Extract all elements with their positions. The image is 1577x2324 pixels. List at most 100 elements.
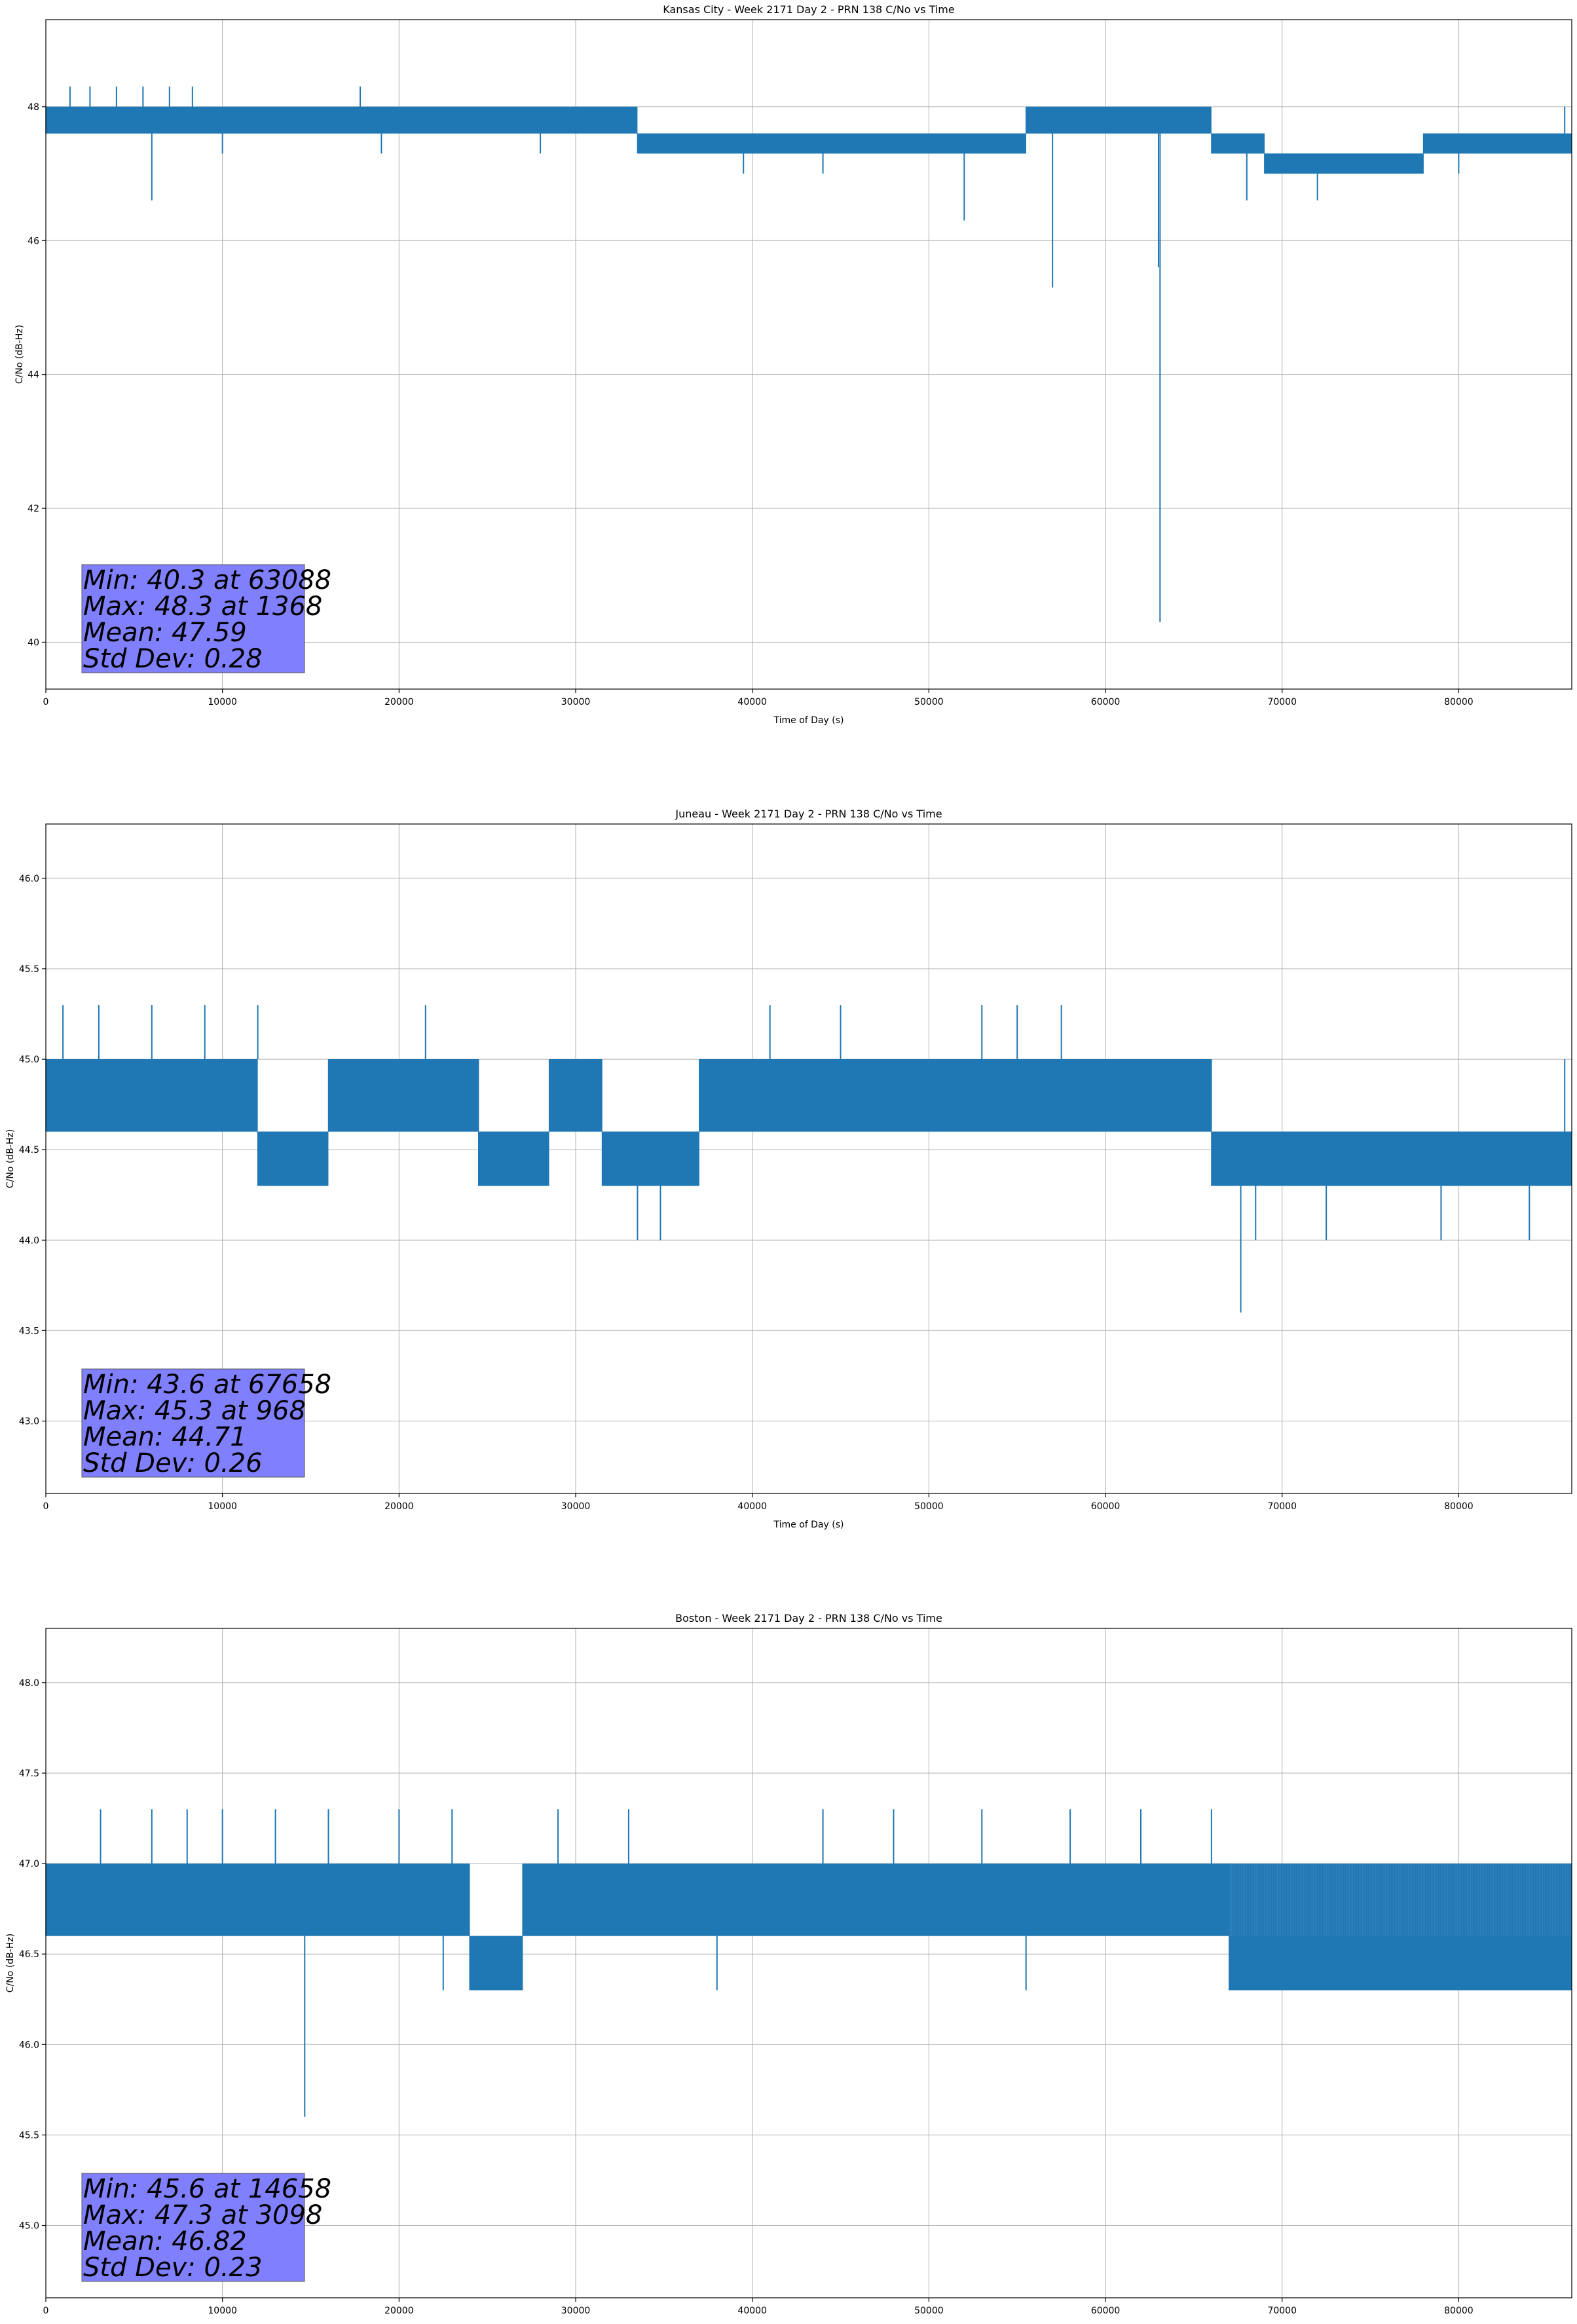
- data-band: [45, 1864, 470, 1936]
- x-tick-label: 80000: [1444, 697, 1474, 707]
- x-tick-label: 80000: [1444, 2306, 1474, 2316]
- data-series: [45, 1059, 1572, 1186]
- x-tick-label: 60000: [1091, 1501, 1121, 1512]
- data-band: [1422, 133, 1572, 154]
- y-tick-label: 46.0: [19, 2040, 39, 2050]
- data-band: [637, 133, 1026, 154]
- data-band: [478, 1131, 549, 1186]
- x-tick-label: 10000: [208, 2306, 237, 2316]
- chart-1: Juneau - Week 2171 Day 2 - PRN 138 C/No …: [5, 808, 1572, 1530]
- x-tick-label: 30000: [561, 1501, 591, 1512]
- x-tick-label: 40000: [737, 1501, 767, 1512]
- data-band: [1229, 1864, 1572, 1936]
- plot-frame: [45, 823, 1572, 1494]
- stat-mean: Mean: 44.71: [83, 1422, 247, 1452]
- x-tick-label: 10000: [208, 1501, 237, 1512]
- data-band: [1211, 1131, 1572, 1186]
- stat-max: Max: 48.3 at 1368: [83, 591, 322, 622]
- x-tick-label: 80000: [1444, 1501, 1474, 1512]
- x-tick-label: 60000: [1091, 697, 1121, 707]
- x-axis-label: Time of Day (s): [773, 715, 844, 726]
- data-band-fill: [1264, 153, 1424, 174]
- stat-std: Std Dev: 0.28: [83, 644, 263, 674]
- data-spikes: [100, 1809, 1566, 2117]
- data-band-fill: [328, 1059, 479, 1132]
- data-band-fill: [1211, 1131, 1572, 1186]
- stat-min: Min: 40.3 at 63088: [83, 565, 331, 595]
- data-band-fill: [1423, 133, 1572, 154]
- data-spikes: [69, 86, 1566, 622]
- y-tick-label: 44.5: [19, 1145, 39, 1155]
- data-band-fill: [1229, 1864, 1572, 1936]
- data-band: [548, 1059, 603, 1132]
- x-axis-label: Time of Day (s): [773, 1520, 844, 1530]
- x-tick-label: 0: [43, 2306, 49, 2316]
- x-tick-label: 70000: [1267, 1501, 1297, 1512]
- data-band: [522, 1864, 1229, 1936]
- data-band: [327, 1059, 479, 1132]
- x-tick-label: 50000: [914, 1501, 944, 1512]
- data-band: [1096, 1059, 1212, 1132]
- data-band-fill: [478, 1131, 549, 1186]
- data-band-fill: [257, 1131, 329, 1186]
- data-band-fill: [1211, 133, 1265, 154]
- y-tick-label: 44: [28, 370, 39, 381]
- chart-title: Kansas City - Week 2171 Day 2 - PRN 138 …: [663, 3, 954, 16]
- plot-frame: [45, 19, 1572, 690]
- y-axis-label: C/No (dB-Hz): [14, 325, 25, 384]
- x-tick-label: 0: [43, 1501, 49, 1512]
- data-band-fill: [637, 133, 1026, 154]
- y-tick-label: 46.0: [19, 874, 39, 884]
- stats-box-bg: [81, 1368, 305, 1478]
- data-band: [1264, 153, 1424, 174]
- y-tick-label: 47.5: [19, 1769, 39, 1779]
- x-tick-label: 50000: [914, 697, 944, 707]
- chart-title: Juneau - Week 2171 Day 2 - PRN 138 C/No …: [675, 808, 942, 820]
- data-band-fill: [1026, 106, 1212, 134]
- x-tick-label: 70000: [1267, 697, 1297, 707]
- y-tick-label: 48.0: [19, 1678, 39, 1689]
- y-tick-label: 46: [28, 236, 39, 246]
- y-tick-label: 44.0: [19, 1235, 39, 1246]
- data-band-fill: [1096, 1059, 1212, 1132]
- y-tick-label: 47.0: [19, 1859, 39, 1869]
- stats-box-bg: [81, 564, 305, 673]
- data-band: [699, 1059, 1097, 1132]
- y-tick-label: 45.5: [19, 2130, 39, 2141]
- data-series: [45, 1864, 1572, 1991]
- x-tick-label: 40000: [737, 2306, 767, 2316]
- stat-std: Std Dev: 0.26: [83, 1448, 263, 1478]
- plot-frame: [45, 1628, 1572, 2298]
- data-spikes: [62, 1005, 1566, 1313]
- chart-0: Kansas City - Week 2171 Day 2 - PRN 138 …: [14, 3, 1572, 726]
- stat-max: Max: 47.3 at 3098: [83, 2200, 322, 2230]
- x-tick-label: 50000: [914, 2306, 944, 2316]
- x-tick-label: 60000: [1091, 2306, 1121, 2316]
- stat-mean: Mean: 46.82: [83, 2226, 247, 2257]
- y-tick-label: 42: [28, 504, 39, 514]
- data-band-fill: [46, 1059, 258, 1132]
- data-band-fill: [46, 106, 638, 134]
- data-band-fill: [470, 1936, 523, 1991]
- chart-title: Boston - Week 2171 Day 2 - PRN 138 C/No …: [675, 1612, 942, 1624]
- x-tick-label: 30000: [561, 697, 591, 707]
- stat-min: Min: 43.6 at 67658: [83, 1370, 331, 1400]
- stat-std: Std Dev: 0.23: [83, 2253, 263, 2283]
- data-band-fill: [699, 1059, 1097, 1132]
- data-band-fill: [1229, 1936, 1572, 1991]
- stat-min: Min: 45.6 at 14658: [83, 2174, 331, 2204]
- data-series: [45, 106, 1572, 174]
- data-band-fill: [46, 1864, 470, 1936]
- data-band: [45, 106, 638, 134]
- x-tick-label: 40000: [737, 697, 767, 707]
- y-tick-label: 46.5: [19, 1949, 39, 1960]
- y-tick-label: 43.5: [19, 1326, 39, 1336]
- y-tick-label: 45.0: [19, 2221, 39, 2232]
- stat-mean: Mean: 47.59: [83, 618, 247, 648]
- data-band: [601, 1131, 699, 1186]
- x-tick-label: 0: [43, 697, 49, 707]
- x-tick-label: 20000: [384, 2306, 414, 2316]
